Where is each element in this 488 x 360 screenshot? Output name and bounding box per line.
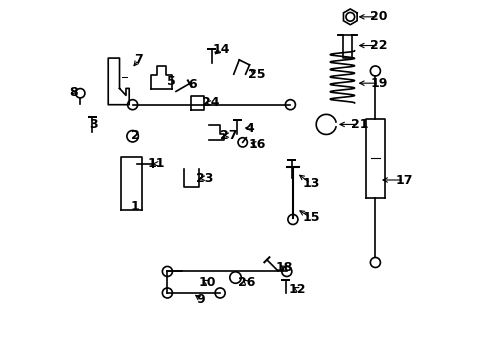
Text: 16: 16	[248, 138, 265, 150]
Text: 5: 5	[166, 75, 175, 88]
Text: 1: 1	[130, 201, 139, 213]
Text: 20: 20	[369, 10, 387, 23]
Text: 9: 9	[196, 293, 204, 306]
Text: 27: 27	[219, 129, 237, 142]
Text: 26: 26	[237, 276, 254, 289]
Text: 17: 17	[394, 174, 412, 186]
Text: 7: 7	[134, 53, 143, 66]
Text: 22: 22	[369, 39, 387, 52]
Text: 19: 19	[369, 77, 387, 90]
Text: 21: 21	[350, 118, 367, 131]
Text: 25: 25	[248, 68, 265, 81]
Text: 4: 4	[245, 122, 254, 135]
Text: 6: 6	[188, 78, 196, 91]
Text: 18: 18	[275, 261, 293, 274]
Text: 11: 11	[147, 157, 165, 170]
Text: 8: 8	[69, 86, 77, 99]
Text: 15: 15	[302, 211, 319, 224]
Text: 3: 3	[89, 118, 97, 131]
Text: 24: 24	[201, 96, 219, 109]
Text: 23: 23	[195, 172, 213, 185]
Text: 13: 13	[302, 177, 319, 190]
Text: 14: 14	[212, 42, 229, 55]
Text: 2: 2	[130, 129, 139, 142]
Text: 10: 10	[198, 276, 215, 289]
Text: 12: 12	[288, 283, 305, 296]
